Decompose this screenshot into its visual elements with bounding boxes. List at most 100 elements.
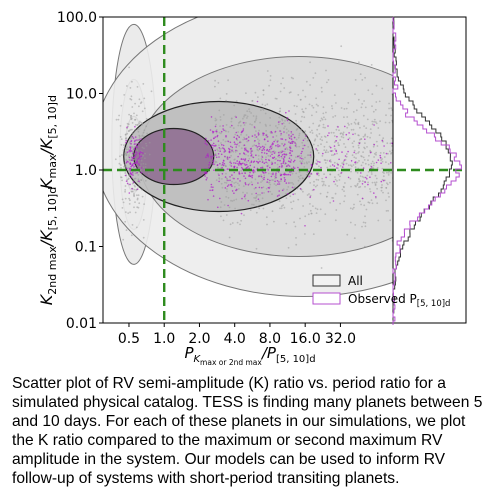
data-point	[416, 118, 418, 120]
data-point	[370, 199, 373, 202]
data-point	[426, 80, 428, 82]
data-point	[399, 164, 401, 166]
observed-point	[215, 156, 218, 159]
data-point	[376, 145, 379, 147]
data-point	[331, 105, 333, 107]
observed-point	[272, 143, 275, 145]
observed-point	[223, 129, 225, 132]
data-point	[313, 184, 315, 187]
observed-point	[241, 172, 243, 175]
data-point	[120, 167, 122, 169]
data-point	[402, 230, 404, 232]
data-point	[279, 107, 282, 110]
observed-point	[229, 161, 231, 164]
data-point	[321, 90, 323, 93]
observed-point	[265, 161, 267, 164]
observed-point	[252, 156, 255, 159]
data-point	[271, 146, 274, 149]
data-point	[128, 197, 131, 200]
observed-point	[281, 123, 284, 125]
observed-point	[290, 142, 292, 145]
observed-point	[331, 164, 334, 166]
data-point	[338, 129, 340, 132]
observed-point	[293, 136, 296, 139]
observed-point	[294, 145, 297, 147]
data-point	[309, 194, 312, 197]
data-point	[231, 180, 233, 183]
data-point	[282, 204, 284, 207]
observed-point	[401, 136, 403, 138]
x-tick-label: 0.5	[118, 331, 140, 347]
observed-point	[270, 175, 273, 178]
data-point	[324, 126, 326, 129]
observed-point	[256, 167, 259, 170]
data-point	[125, 158, 128, 161]
data-point	[343, 190, 345, 193]
data-point	[309, 151, 312, 154]
data-point	[299, 174, 302, 177]
data-point	[137, 178, 140, 181]
observed-point	[229, 179, 231, 182]
x-tick-label: 8.0	[259, 331, 281, 347]
data-point	[123, 165, 126, 168]
data-point	[260, 109, 262, 112]
data-point	[326, 195, 328, 198]
data-point	[284, 125, 286, 128]
data-point	[423, 202, 425, 204]
data-point	[396, 177, 398, 179]
data-point	[301, 115, 303, 118]
data-point	[409, 158, 411, 160]
observed-point	[303, 144, 306, 147]
data-point	[269, 75, 272, 77]
data-point	[233, 199, 236, 202]
observed-point	[319, 161, 321, 163]
data-point	[343, 116, 345, 119]
density-contour	[133, 127, 215, 186]
data-point	[390, 137, 393, 140]
data-point	[117, 118, 120, 121]
data-point	[354, 118, 357, 121]
observed-point	[313, 188, 315, 191]
data-point	[395, 183, 397, 185]
data-point	[369, 128, 372, 131]
observed-point	[233, 177, 235, 180]
data-point	[294, 113, 297, 115]
data-point	[262, 186, 265, 189]
x-tick-label: 2.0	[188, 331, 210, 347]
data-point	[285, 132, 288, 134]
observed-point	[263, 176, 266, 179]
observed-point	[231, 150, 233, 152]
data-point	[420, 149, 422, 151]
observed-point	[253, 126, 256, 128]
data-point	[225, 196, 228, 198]
legend-swatch-observed	[312, 292, 341, 305]
observed-point	[340, 172, 343, 174]
data-point	[394, 149, 396, 151]
observed-point	[132, 174, 134, 176]
data-point	[292, 183, 295, 186]
observed-point	[214, 125, 217, 128]
data-point	[301, 108, 304, 111]
observed-point	[231, 190, 234, 192]
data-point	[317, 179, 320, 181]
data-point	[382, 191, 384, 194]
observed-point	[261, 151, 263, 154]
observed-point	[138, 139, 140, 141]
data-point	[222, 114, 225, 116]
data-point	[360, 138, 363, 141]
data-point	[264, 104, 267, 107]
data-point	[428, 160, 430, 162]
observed-point	[237, 155, 239, 158]
data-point	[315, 159, 318, 162]
observed-point	[375, 196, 377, 198]
data-point	[340, 45, 343, 48]
data-point	[345, 155, 348, 158]
observed-point	[249, 175, 251, 178]
data-point	[143, 203, 146, 206]
observed-point	[222, 128, 224, 130]
observed-point	[366, 178, 368, 180]
data-point	[417, 162, 419, 164]
observed-point	[133, 148, 136, 151]
data-point	[141, 110, 144, 113]
data-point	[265, 216, 268, 219]
